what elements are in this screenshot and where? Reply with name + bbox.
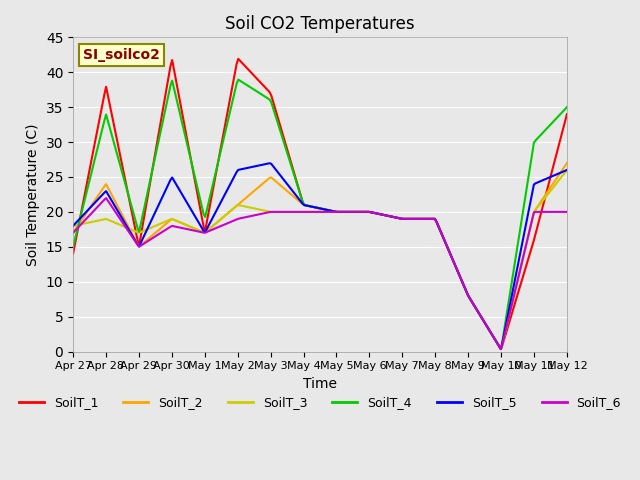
SoilT_1 <box>373 211 381 216</box>
SoilT_5 <box>563 167 571 173</box>
SoilT_4 <box>497 346 505 352</box>
SoilT_1 <box>487 330 495 336</box>
SoilT_4 <box>487 330 495 336</box>
Title: Soil CO2 Temperatures: Soil CO2 Temperatures <box>225 15 415 33</box>
SoilT_4 <box>71 237 79 243</box>
SoilT_3 <box>362 209 369 215</box>
SoilT_2 <box>364 209 371 215</box>
SoilT_6 <box>563 209 571 215</box>
SoilT_6 <box>497 346 505 352</box>
SoilT_1 <box>365 209 372 215</box>
Line: SoilT_1: SoilT_1 <box>73 59 567 349</box>
SoilT_3 <box>518 258 526 264</box>
SoilT_1 <box>234 56 242 62</box>
SoilT_5 <box>266 160 273 166</box>
SoilT_6 <box>69 230 77 236</box>
SoilT_2 <box>563 160 571 166</box>
Text: SI_soilco2: SI_soilco2 <box>83 48 160 62</box>
SoilT_6 <box>520 251 528 257</box>
SoilT_3 <box>497 346 505 352</box>
SoilT_4 <box>520 202 528 208</box>
SoilT_3 <box>486 327 493 333</box>
SoilT_3 <box>364 209 371 215</box>
SoilT_5 <box>520 231 528 237</box>
SoilT_4 <box>365 209 372 215</box>
SoilT_3 <box>371 210 379 216</box>
SoilT_2 <box>497 346 505 352</box>
SoilT_2 <box>362 209 369 215</box>
X-axis label: Time: Time <box>303 377 337 391</box>
SoilT_1 <box>71 242 79 248</box>
SoilT_6 <box>373 211 381 216</box>
SoilT_4 <box>69 244 77 250</box>
SoilT_1 <box>563 111 571 117</box>
SoilT_2 <box>486 327 493 333</box>
SoilT_4 <box>373 211 381 216</box>
SoilT_1 <box>69 251 77 257</box>
Line: SoilT_5: SoilT_5 <box>73 163 567 349</box>
Line: SoilT_4: SoilT_4 <box>73 80 567 349</box>
SoilT_5 <box>373 211 381 216</box>
SoilT_2 <box>371 210 379 216</box>
SoilT_5 <box>487 330 495 336</box>
Legend: SoilT_1, SoilT_2, SoilT_3, SoilT_4, SoilT_5, SoilT_6: SoilT_1, SoilT_2, SoilT_3, SoilT_4, Soil… <box>14 391 626 414</box>
Y-axis label: Soil Temperature (C): Soil Temperature (C) <box>26 123 40 266</box>
Line: SoilT_6: SoilT_6 <box>73 198 567 349</box>
SoilT_6 <box>364 209 371 215</box>
SoilT_3 <box>563 167 571 173</box>
SoilT_3 <box>71 223 79 228</box>
SoilT_4 <box>234 77 242 83</box>
SoilT_1 <box>497 346 505 352</box>
SoilT_5 <box>69 223 77 229</box>
SoilT_4 <box>563 104 571 110</box>
SoilT_2 <box>69 230 77 236</box>
SoilT_4 <box>364 209 371 215</box>
SoilT_2 <box>71 228 79 233</box>
SoilT_5 <box>497 346 505 352</box>
SoilT_6 <box>487 330 495 336</box>
SoilT_2 <box>518 258 526 264</box>
SoilT_6 <box>102 195 110 201</box>
SoilT_5 <box>364 209 371 215</box>
SoilT_1 <box>520 270 528 276</box>
Line: SoilT_2: SoilT_2 <box>73 163 567 349</box>
SoilT_6 <box>71 228 79 234</box>
SoilT_5 <box>71 221 79 227</box>
Line: SoilT_3: SoilT_3 <box>73 170 567 349</box>
SoilT_6 <box>365 209 372 215</box>
SoilT_1 <box>364 209 371 215</box>
SoilT_5 <box>365 209 372 215</box>
SoilT_3 <box>69 223 77 229</box>
